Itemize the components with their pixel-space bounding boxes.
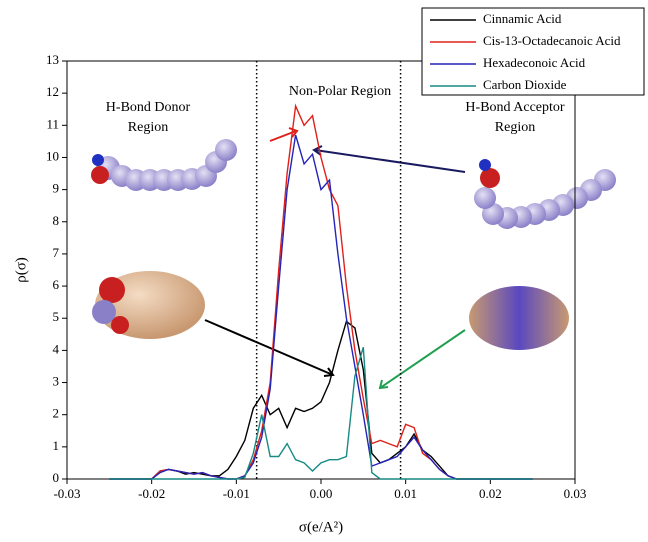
legend-label: Cinnamic Acid	[483, 11, 562, 26]
y-tick-label: 2	[53, 406, 60, 421]
y-tick-label: 11	[46, 116, 59, 131]
molecule-image	[92, 271, 205, 339]
x-tick-label: 0.00	[310, 486, 333, 501]
y-tick-label: 4	[53, 341, 60, 356]
x-tick-label: 0.02	[479, 486, 502, 501]
x-tick-label: -0.03	[53, 486, 80, 501]
y-axis-label: ρ(σ)	[13, 257, 29, 283]
series-line	[109, 320, 533, 480]
legend-label: Hexadeconoic Acid	[483, 55, 586, 70]
annotation: Region	[495, 120, 535, 135]
molecule-image	[91, 139, 237, 191]
y-tick-label: 3	[53, 374, 60, 389]
y-tick-label: 10	[46, 148, 59, 163]
annotation: H-Bond Donor	[106, 100, 191, 115]
y-tick-label: 12	[46, 84, 59, 99]
y-tick-label: 8	[53, 213, 60, 228]
y-tick-label: 13	[46, 52, 59, 67]
y-tick-label: 9	[53, 181, 60, 196]
molecule-image	[474, 159, 616, 229]
series-line	[109, 134, 533, 480]
x-tick-label: -0.02	[138, 486, 165, 501]
arrows	[204, 127, 466, 390]
annotation: Region	[128, 120, 168, 135]
x-tick-label: 0.01	[394, 486, 417, 501]
x-tick-label: -0.01	[223, 486, 250, 501]
y-tick-label: 5	[53, 309, 60, 324]
annotation: Non-Polar Region	[289, 84, 391, 99]
legend-label: Carbon Dioxide	[483, 77, 567, 92]
y-tick-label: 0	[53, 470, 60, 485]
x-axis-label: σ(e/A²)	[299, 519, 343, 535]
y-tick-label: 1	[53, 438, 60, 453]
series-line	[109, 347, 533, 480]
y-tick-label: 6	[53, 277, 60, 292]
legend	[421, 7, 645, 96]
annotation: H-Bond Acceptor	[465, 100, 564, 115]
legend-label: Cis-13-Octadecanoic Acid	[483, 33, 621, 48]
x-tick-label: 0.03	[564, 486, 587, 501]
y-tick-label: 7	[53, 245, 60, 260]
molecule-image	[469, 286, 569, 350]
